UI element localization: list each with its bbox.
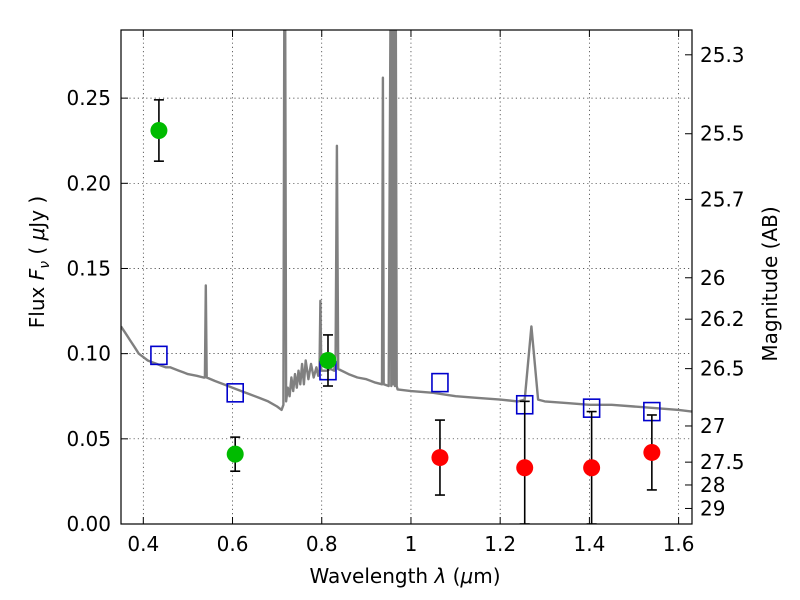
model-photometry-square xyxy=(431,372,449,393)
x-tick-label: 0.4 xyxy=(127,532,159,556)
y2-tick-label: 26 xyxy=(700,266,725,290)
y2-tick-label: 28 xyxy=(700,473,725,497)
y2-tick-label: 27 xyxy=(700,414,725,438)
y2-tick-label: 25.3 xyxy=(700,43,745,67)
y2-tick-label: 26.2 xyxy=(700,307,745,331)
low-snr-point xyxy=(643,443,661,461)
y-tick-label: 0.20 xyxy=(66,171,111,195)
y2-tick-label: 25.7 xyxy=(700,187,745,211)
x-tick-label: 0.8 xyxy=(306,532,338,556)
y-tick-label: 0.15 xyxy=(66,256,111,280)
x-tick-label: 0.6 xyxy=(217,532,249,556)
y-tick-label: 0.10 xyxy=(66,342,111,366)
y2-tick-label: 29 xyxy=(700,496,725,520)
low-snr-point xyxy=(431,449,449,467)
low-snr-point xyxy=(583,459,601,477)
detection-point xyxy=(150,122,168,140)
x-tick-label: 1.2 xyxy=(484,532,516,556)
y2-axis-label: Magnitude (AB) xyxy=(758,206,782,361)
spectrum-line xyxy=(121,30,692,413)
model-photometry-square xyxy=(226,383,244,403)
y-tick-label: 0.00 xyxy=(66,512,111,536)
ticks: 0.4 0.6 0.8 1 1.2 1.4 1.6 0.00 0.05 0.10 0.15 0.20 0… xyxy=(66,30,745,556)
y2-tick-label: 26.5 xyxy=(700,357,745,381)
y-tick-label: 0.05 xyxy=(66,427,111,451)
y2-tick-label: 27.5 xyxy=(700,450,745,474)
y2-tick-label: 25.5 xyxy=(700,122,745,146)
x-tick-label: 1.6 xyxy=(663,532,695,556)
detection-point xyxy=(319,351,337,369)
x-tick-label: 1.4 xyxy=(573,532,605,556)
y-tick-label: 0.25 xyxy=(66,86,111,110)
plot-area xyxy=(121,30,692,524)
x-tick-label: 1 xyxy=(405,532,418,556)
axes-frame xyxy=(120,29,693,525)
y-axis-label: Flux Fν ( μJy ) xyxy=(25,196,53,328)
detection-point xyxy=(226,445,244,463)
model-photometry-square xyxy=(150,345,168,366)
x-axis-label: Wavelength λ (μm) xyxy=(309,564,500,588)
grid xyxy=(121,30,692,525)
low-snr-point xyxy=(516,459,534,477)
